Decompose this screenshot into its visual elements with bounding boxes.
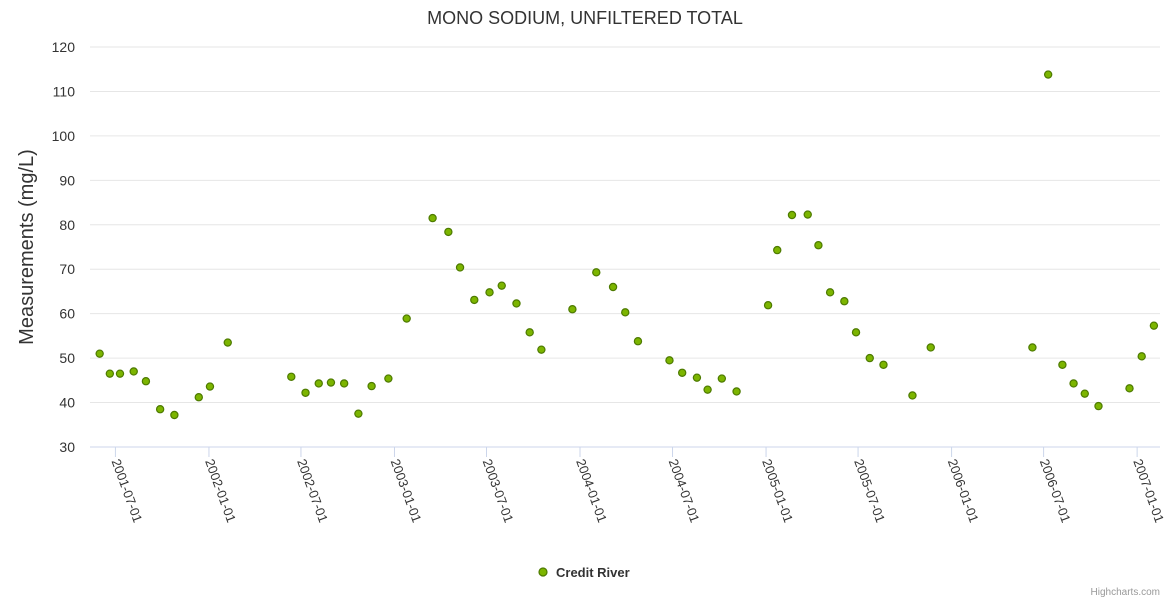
data-point[interactable]	[402, 314, 411, 323]
data-point[interactable]	[444, 227, 453, 237]
data-point[interactable]	[205, 382, 215, 391]
x-tick-label: 2006-07-01	[1037, 457, 1074, 525]
data-point[interactable]	[105, 369, 115, 378]
x-tick-label: 2006-01-01	[945, 457, 982, 525]
chart-title: MONO SODIUM, UNFILTERED TOTAL	[427, 8, 743, 28]
data-point[interactable]	[170, 410, 179, 420]
data-point[interactable]	[908, 391, 917, 400]
data-point[interactable]	[1028, 343, 1037, 352]
y-axis-label: Measurements (mg/L)	[16, 149, 38, 345]
data-point[interactable]	[1149, 321, 1159, 330]
data-point[interactable]	[763, 301, 773, 310]
data-point[interactable]	[879, 360, 888, 369]
credits-link[interactable]: Highcharts.com	[1091, 587, 1160, 598]
x-tick-label: 2007-01-01	[1130, 457, 1167, 525]
data-point[interactable]	[384, 374, 393, 383]
y-axis-tick-labels: 30 40 50 60 70 80 90 100 110 120	[52, 39, 76, 455]
data-point[interactable]	[787, 210, 797, 220]
y-tick-label: 110	[53, 83, 76, 99]
data-point[interactable]	[1094, 401, 1103, 411]
data-point[interactable]	[194, 393, 203, 402]
y-tick-label: 120	[52, 39, 76, 55]
y-tick-label: 30	[59, 439, 75, 455]
data-point[interactable]	[367, 381, 376, 391]
data-point[interactable]	[773, 245, 782, 255]
data-point[interactable]	[155, 405, 165, 414]
data-point[interactable]	[825, 288, 835, 297]
data-point[interactable]	[512, 299, 521, 308]
legend[interactable]: Credit River	[538, 565, 630, 580]
grid-lines	[90, 46, 1160, 448]
y-tick-label: 70	[59, 261, 75, 277]
data-point[interactable]	[339, 379, 349, 388]
series-credit-river-points	[95, 70, 1159, 420]
data-point[interactable]	[717, 374, 727, 383]
data-point[interactable]	[115, 369, 125, 378]
data-point[interactable]	[497, 281, 506, 290]
data-point[interactable]	[354, 409, 363, 418]
data-point[interactable]	[455, 263, 465, 272]
data-point[interactable]	[95, 349, 104, 358]
data-point[interactable]	[141, 377, 151, 386]
data-point[interactable]	[692, 373, 702, 382]
x-tick-label: 2003-07-01	[480, 457, 517, 525]
data-point[interactable]	[537, 345, 546, 354]
data-point[interactable]	[314, 379, 323, 388]
data-point[interactable]	[851, 328, 861, 337]
data-point[interactable]	[621, 308, 630, 317]
x-axis-ticks: 2001-07-01 2002-01-01 2002-07-01 2003-01-01…	[109, 447, 1167, 525]
data-point[interactable]	[470, 295, 479, 305]
data-point[interactable]	[1069, 379, 1078, 388]
y-tick-label: 100	[52, 128, 76, 144]
x-tick-label: 2002-01-01	[202, 457, 239, 525]
x-tick-label: 2001-07-01	[109, 457, 146, 525]
data-point[interactable]	[129, 367, 138, 376]
data-point[interactable]	[223, 338, 232, 347]
y-tick-label: 80	[59, 217, 75, 233]
x-tick-label: 2004-01-01	[573, 457, 610, 525]
y-tick-label: 50	[59, 350, 75, 366]
data-point[interactable]	[1137, 352, 1146, 361]
y-tick-label: 60	[59, 306, 75, 322]
data-point[interactable]	[1058, 360, 1067, 369]
data-point[interactable]	[287, 372, 296, 381]
y-tick-label: 90	[59, 172, 75, 188]
data-point[interactable]	[592, 268, 601, 277]
legend-label-credit-river[interactable]: Credit River	[556, 565, 630, 580]
data-point[interactable]	[677, 368, 687, 377]
data-point[interactable]	[608, 282, 618, 292]
data-point[interactable]	[840, 297, 849, 306]
data-point[interactable]	[1125, 384, 1134, 393]
data-point[interactable]	[326, 378, 336, 387]
data-point[interactable]	[665, 356, 674, 365]
data-point[interactable]	[428, 213, 437, 223]
data-point[interactable]	[301, 388, 310, 397]
data-point[interactable]	[525, 328, 534, 337]
x-tick-label: 2005-01-01	[759, 457, 796, 525]
x-tick-label: 2004-07-01	[666, 457, 703, 525]
data-point[interactable]	[926, 343, 935, 352]
data-point[interactable]	[732, 387, 741, 396]
data-point[interactable]	[485, 288, 494, 297]
data-point[interactable]	[803, 210, 812, 219]
data-point[interactable]	[703, 385, 712, 394]
x-tick-label: 2005-07-01	[851, 457, 888, 525]
data-point[interactable]	[1043, 70, 1053, 79]
legend-marker	[538, 567, 548, 577]
x-tick-label: 2002-07-01	[294, 457, 331, 525]
data-point[interactable]	[1080, 389, 1089, 398]
data-point[interactable]	[865, 353, 874, 363]
data-point[interactable]	[633, 337, 643, 346]
data-point[interactable]	[568, 305, 577, 314]
data-point[interactable]	[814, 241, 823, 250]
x-tick-label: 2003-01-01	[388, 457, 425, 525]
y-tick-label: 40	[59, 395, 75, 411]
